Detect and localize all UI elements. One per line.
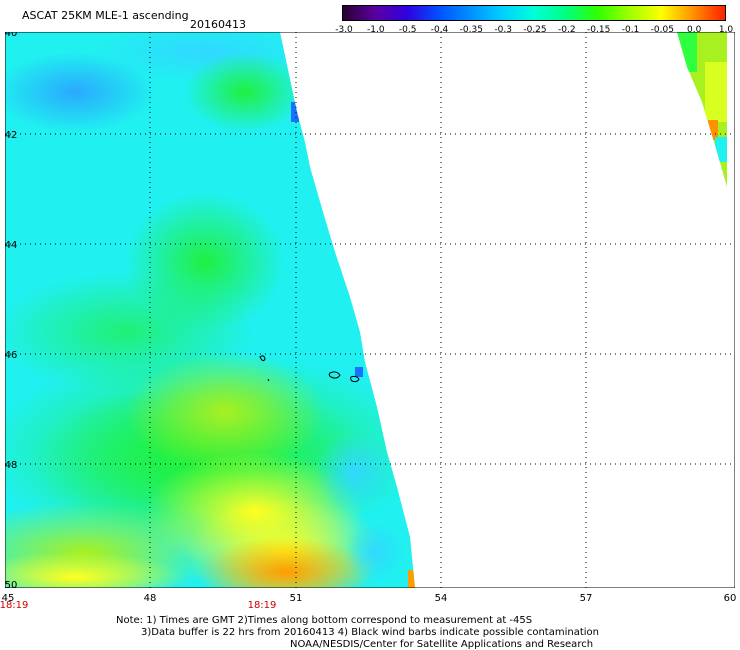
colorbar-segment [343,6,376,20]
colorbar-tick-label: -0.5 [398,25,417,35]
colorbar-labels: -3.0 -1.0 -0.5 -0.4 -0.35 -0.3 -0.25 -0.2 -0.15-… [330,25,735,37]
colorbar-segment [565,6,599,20]
colorbar-segment [534,6,567,20]
lat-label: -44 [5,240,17,251]
lat-label: -48 [5,460,17,471]
colorbar-tick-label: -0.4 [430,25,449,35]
colorbar-segment [502,6,535,20]
lon-label: 51 [289,593,303,604]
colorbar-tick-label: -0.35 [459,25,483,35]
colorbar-segment [406,6,439,20]
colorbar-tick-label: -1.0 [367,25,385,35]
time-label: 18:19 [0,600,29,611]
lat-label: -42 [5,130,17,141]
lon-label: 48 [143,593,157,604]
colorbar-segment [693,6,725,20]
lat-label: -46 [5,350,17,361]
colorbar-tick-label: -3.0 [335,25,353,35]
colorbar-segment [374,6,408,20]
swath-data-east [677,32,727,187]
colorbar-tick-label: -0.15 [587,25,611,35]
lon-label: 45 [1,593,15,604]
colorbar-segment [597,6,630,20]
lon-label: 54 [434,593,448,604]
lat-label: -50 [5,580,17,588]
lon-label: 60 [723,593,737,604]
colorbar [342,5,726,21]
lon-label: 57 [579,593,593,604]
colorbar-tick-label: -0.1 [621,25,640,35]
time-label: 18:19 [247,600,277,611]
note-line-2: 3)Data buffer is 22 hrs from 20160413 4)… [141,627,599,638]
coastlines [259,355,360,383]
axis-labels: -40 -42 -44 -46 -48 -50 [5,32,17,588]
map-title: ASCAT 25KM MLE-1 ascending [22,9,189,22]
colorbar-tick-label: -0.3 [494,25,512,35]
lat-label: -40 [5,32,17,39]
colorbar-segment [438,6,471,20]
colorbar-tick-label: 1.0 [718,25,734,35]
colorbar-tick-label: -0.05 [650,25,674,35]
scatterometer-map: -40 -42 -44 -46 -48 -50 [5,32,735,588]
colorbar-tick-label: -0.2 [558,25,576,35]
colorbar-segment [661,6,694,20]
colorbar-tick-label: 0.0 [686,25,702,35]
colorbar-tick-label: -0.25 [523,25,547,35]
map-date: 20160413 [190,18,246,31]
graticule [5,32,735,588]
note-line-3: NOAA/NESDIS/Center for Satellite Applica… [290,639,594,650]
swath-data [5,32,415,588]
colorbar-segment [629,6,662,20]
colorbar-segment [470,6,503,20]
note-line-1: Note: 1) Times are GMT 2)Times along bot… [116,615,533,626]
